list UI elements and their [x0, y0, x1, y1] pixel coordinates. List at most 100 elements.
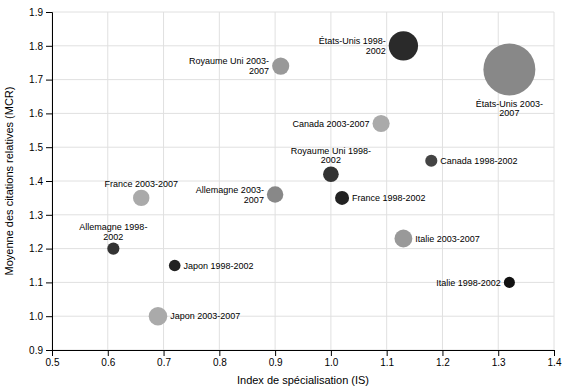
x-axis-tick-label: 1.2	[436, 357, 450, 368]
x-axis-title: Index de spécialisation (IS)	[237, 374, 369, 386]
point-label: États-Unis 2003-2007	[476, 99, 543, 119]
bubble	[394, 230, 412, 248]
point-label-line: Canada 2003-2007	[292, 119, 369, 129]
point-label-line: 2007	[499, 108, 519, 118]
grid-line-y	[52, 113, 554, 114]
point-label-line: Japon 1998-2002	[184, 261, 254, 271]
bubble	[335, 191, 349, 205]
point-label: Japon 2003-2007	[170, 311, 240, 321]
y-axis-tick-label: 1.9	[29, 7, 43, 18]
x-axis-tick-mark	[219, 350, 220, 356]
y-axis-tick: 1.3	[29, 210, 52, 221]
point-label: France 1998-2002	[352, 193, 426, 203]
x-axis-tick-label: 1.4	[548, 357, 562, 368]
x-axis-tick-label: 1.1	[380, 357, 394, 368]
bubble	[107, 243, 119, 255]
y-axis-tick: 1.2	[29, 243, 52, 254]
grid-line-y	[52, 214, 554, 215]
y-axis-tick: 1.9	[29, 7, 52, 18]
grid-line-y	[52, 79, 554, 80]
y-axis-tick-label: 1.1	[29, 277, 43, 288]
point-label-line: 2007	[249, 66, 269, 76]
y-axis-tick-mark	[46, 249, 52, 250]
y-axis-tick-mark	[46, 46, 52, 47]
point-label: Italie 1998-2002	[436, 278, 501, 288]
x-axis-tick: 1.1	[380, 350, 394, 368]
x-axis-tick-mark	[331, 350, 332, 356]
y-axis-tick: 1.4	[29, 176, 52, 187]
y-axis: 0.9 1.0 1.1 1.2 1.3 1.4 1.5 1.6 1.7 1.8 1.9	[29, 7, 52, 356]
point-label-line: Allemagne 2003-	[196, 185, 264, 195]
bubble	[323, 166, 339, 182]
y-axis-tick-label: 1.7	[29, 74, 43, 85]
y-axis-tick: 1.1	[29, 277, 52, 288]
point-label: Canada 2003-2007	[292, 119, 369, 129]
x-axis-tick: 0.8	[213, 350, 227, 368]
y-axis-tick-mark	[46, 113, 52, 114]
point-label-line: 2002	[321, 155, 341, 165]
point-label: Japon 1998-2002	[184, 261, 254, 271]
point-label-line: Canada 1998-2002	[440, 156, 517, 166]
point-label: Royaume Uni 2003-2007	[189, 56, 269, 76]
point-label-line: 2002	[366, 46, 386, 56]
point-label-line: 2002	[103, 232, 123, 242]
y-axis-tick: 1.0	[29, 311, 52, 322]
bubble	[373, 115, 390, 132]
point-label: Allemagne 2003-2007	[196, 185, 264, 205]
point-label-line: France 1998-2002	[352, 193, 426, 203]
bubble	[389, 31, 418, 60]
x-axis-tick-label: 0.6	[101, 357, 115, 368]
x-axis-tick: 0.5	[46, 350, 60, 368]
point-label: France 2003-2007	[104, 179, 178, 189]
x-axis-tick-label: 0.8	[213, 357, 227, 368]
y-axis-tick: 1.7	[29, 74, 52, 85]
x-axis-tick: 0.7	[157, 350, 171, 368]
y-axis-tick-mark	[46, 215, 52, 216]
x-axis-tick-mark	[275, 350, 276, 356]
x-axis-tick: 1.0	[324, 350, 338, 368]
x-axis-tick-mark	[164, 350, 165, 356]
y-axis-tick: 1.5	[29, 142, 52, 153]
plot: 0.5 0.6 0.7 0.8 0.9 1.0 1.1 1.2 1.3 1.4 0.9 1.0 1.1 1…	[29, 7, 562, 368]
x-axis-tick-label: 0.9	[269, 357, 283, 368]
y-axis-tick: 1.6	[29, 108, 52, 119]
point-label-line: États-Unis 1998-	[319, 36, 386, 46]
grid-line-y	[52, 45, 554, 46]
point-label-line: Allemagne 1998-	[79, 222, 147, 232]
y-axis-tick-label: 1.5	[29, 142, 43, 153]
y-axis-tick: 1.8	[29, 41, 52, 52]
bubble	[504, 277, 515, 288]
x-axis-tick-mark	[387, 350, 388, 356]
x-axis-tick-label: 0.5	[46, 357, 60, 368]
point-label-line: 2007	[244, 195, 264, 205]
x-axis-tick-mark	[442, 350, 443, 356]
y-axis-tick-mark	[46, 316, 52, 317]
point-label-line: Royaume Uni 1998-	[291, 146, 371, 156]
bubble	[149, 307, 168, 326]
y-axis-tick-label: 0.9	[29, 345, 43, 356]
bubble	[267, 186, 283, 202]
x-axis-tick: 0.9	[269, 350, 283, 368]
point-label: États-Unis 1998-2002	[319, 36, 386, 56]
x-axis-tick-label: 1.0	[324, 357, 338, 368]
point-label: Canada 1998-2002	[440, 156, 517, 166]
x-axis-tick-mark	[554, 350, 555, 356]
x-axis-tick: 1.2	[436, 350, 450, 368]
point-labels: États-Unis 1998-2002États-Unis 2003-2007…	[79, 36, 543, 321]
y-axis-tick-label: 1.8	[29, 41, 43, 52]
y-axis-tick-label: 1.4	[29, 176, 43, 187]
y-axis-tick: 0.9	[29, 345, 52, 356]
x-axis-tick: 0.6	[101, 350, 115, 368]
grid-line-y	[52, 248, 554, 249]
y-axis-title: Moyenne des citations relatives (MCR)	[3, 87, 15, 276]
x-axis-tick: 1.4	[548, 350, 562, 368]
bubble	[133, 190, 149, 206]
y-axis-tick-mark	[46, 181, 52, 182]
bubble	[169, 260, 181, 272]
bubble	[425, 155, 437, 167]
y-axis-tick-mark	[46, 282, 52, 283]
x-axis-tick: 1.3	[492, 350, 506, 368]
x-axis: 0.5 0.6 0.7 0.8 0.9 1.0 1.1 1.2 1.3 1.4	[46, 350, 562, 368]
y-axis-tick-label: 1.6	[29, 108, 43, 119]
point-label-line: Italie 1998-2002	[436, 278, 501, 288]
